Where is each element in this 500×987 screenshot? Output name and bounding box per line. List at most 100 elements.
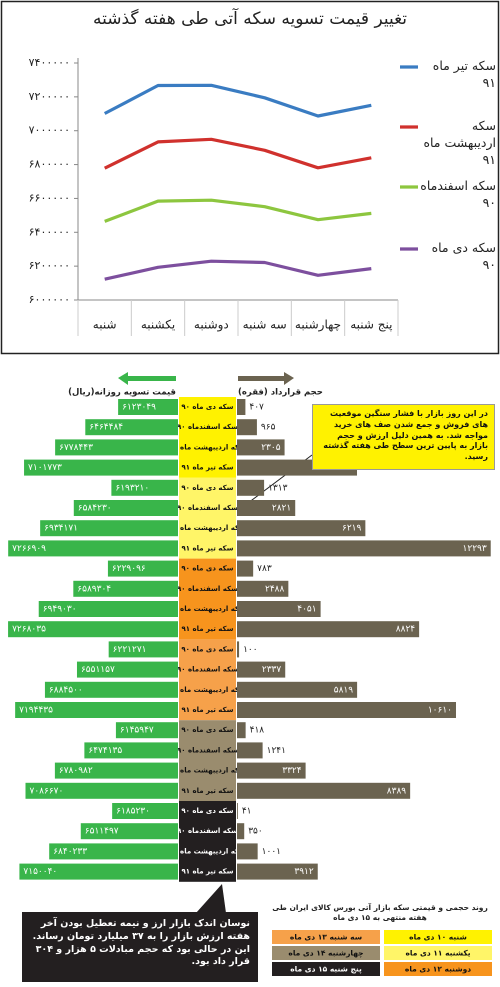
y-tick-label: ۶۲۰۰۰۰۰	[29, 259, 70, 272]
price-label: ۶۱۸۵۲۳۰	[116, 807, 150, 817]
volume-label: ۶۲۱۹	[342, 524, 362, 534]
volume-label: ۳۵۰	[248, 827, 263, 837]
price-label: ۶۸۸۴۵۰۰	[49, 685, 83, 695]
y-tick-label: ۶۸۰۰۰۰۰	[29, 158, 70, 171]
legend-swatch	[272, 930, 380, 944]
volume-bar	[237, 722, 246, 739]
price-label: ۶۲۲۹۰۹۶	[112, 564, 146, 574]
row-label: سکه تیر ماه ۹۱	[182, 787, 234, 795]
row-label: سکه دی ماه ۹۰	[181, 403, 233, 411]
price-label: ۷۲۶۸۰۳۵	[12, 625, 46, 635]
legend-label: سکه اردیبهشت ماه ۹۱	[423, 118, 496, 167]
price-bar	[55, 439, 178, 456]
row-label: سکه تیر ماه ۹۱	[182, 706, 234, 714]
x-tick-label: یکشنبه	[141, 318, 175, 332]
price-bar	[112, 803, 178, 819]
price-bar	[85, 419, 178, 436]
volume-bar	[237, 863, 318, 880]
volume-label: ۵۸۱۹	[334, 685, 354, 695]
row-label: سکه اردیبهشت ماه ۹۱	[169, 686, 246, 694]
price-bar	[76, 661, 178, 678]
right-arrow	[238, 372, 294, 385]
row-label: سکه اردیبهشت ماه ۹۱	[169, 847, 246, 855]
volume-label: ۴۱۸	[250, 726, 265, 736]
price-label: ۶۹۳۴۱۷۱	[44, 524, 78, 534]
row-label: سکه دی ماه ۹۰	[181, 645, 233, 653]
row-label: سکه اسفندماه ۹۰	[177, 827, 238, 835]
price-bar	[15, 702, 179, 718]
x-tick-label: چهارشنبه	[295, 318, 341, 333]
volume-label: ۲۴۸۸	[265, 584, 285, 594]
volume-label: ۱۲۴۱	[267, 746, 286, 756]
volume-bar	[237, 439, 285, 456]
volume-label: ۳۹۱۲	[294, 867, 314, 877]
line-series	[104, 259, 372, 281]
row-label: سکه اسفندماه ۹۰	[177, 423, 238, 431]
row-label: سکه تیر ماه ۹۱	[182, 464, 234, 472]
left-arrow	[118, 372, 176, 385]
price-label: ۶۱۴۵۹۴۷	[120, 726, 154, 736]
row-label: سکه اسفندماه ۹۰	[177, 746, 238, 754]
price-label: ۷۱۰۱۷۷۳	[28, 463, 62, 473]
volume-bar	[237, 782, 411, 799]
chart-title: تغییر قیمت تسویه سکه آتی طی هفته گذشته	[93, 7, 407, 29]
volume-bar	[237, 419, 257, 436]
price-label: ۶۵۵۱۱۵۷	[81, 665, 115, 675]
volume-label: ۱۰۰۱	[262, 847, 281, 857]
volume-bar	[237, 560, 254, 577]
volume-bar	[237, 520, 366, 537]
price-bar	[107, 560, 178, 577]
legend-label: یکشنبه ۱۱ دی ماه	[405, 949, 470, 958]
row-label: سکه اسفندماه ۹۰	[177, 666, 238, 674]
legend-label: پنج شنبه ۱۵ دی ماه	[290, 965, 362, 974]
price-bar	[115, 722, 178, 739]
annotation-pointer	[196, 884, 226, 913]
price-bar	[108, 641, 178, 658]
volume-bar	[237, 641, 240, 658]
legend-label: سه شنبه ۱۳ دی ماه	[290, 933, 362, 942]
volume-label: ۷۸۳	[257, 564, 272, 574]
volume-label: ۲۳۳۷	[262, 665, 282, 675]
volume-bar	[237, 580, 289, 597]
x-tick-label: شنبه	[93, 318, 117, 332]
volume-bar	[237, 702, 456, 718]
price-bar	[111, 479, 178, 496]
price-bar	[40, 520, 178, 537]
legend-swatch	[272, 946, 380, 960]
volume-label: ۲۸۲۱	[272, 504, 291, 514]
day-band	[179, 397, 236, 478]
row-label: سکه تیر ماه ۹۱	[182, 544, 234, 552]
row-label: سکه اردیبهشت ماه ۹۱	[169, 767, 246, 775]
day-band	[179, 720, 236, 801]
price-bar	[49, 843, 178, 860]
y-tick-label: ۷۲۰۰۰۰۰	[29, 90, 70, 103]
volume-label: ۴۰۵۱	[297, 605, 316, 615]
day-band	[179, 477, 236, 559]
price-label: ۶۸۴۰۲۳۳	[53, 847, 87, 857]
line-series	[103, 83, 372, 118]
legend-label: دوشنبه ۱۲ دی ماه	[405, 965, 471, 974]
x-tick-label: دوشنبه	[194, 318, 229, 333]
price-label: ۶۵۸۴۲۳۰	[78, 504, 112, 514]
price-bar	[38, 601, 178, 617]
price-label: ۶۱۲۳۰۴۹	[122, 403, 156, 413]
legend-swatch	[272, 962, 380, 976]
volume-bar	[237, 762, 306, 779]
volume-label: ۱۰۰	[243, 645, 258, 655]
line-series	[104, 198, 372, 223]
annotation: نوسان اندک بازار ارز و نیمه تعطیل بودن آ…	[22, 912, 258, 982]
price-label: ۶۷۷۸۴۴۳	[59, 443, 93, 453]
row-label: سکه اسفندماه ۹۰	[177, 585, 238, 593]
volume-bar	[237, 661, 286, 678]
volume-label: ۴۰۷	[249, 403, 264, 413]
volume-label: ۱۰۶۱۰	[428, 706, 452, 716]
price-bar	[19, 863, 178, 880]
line-series	[103, 137, 372, 170]
row-label: سکه اردیبهشت ماه ۹۱	[169, 443, 246, 451]
annotation: در این روز بازار با فشار سنگین موقعیت ها…	[312, 404, 495, 470]
price-label: ۶۴۷۴۱۳۵	[88, 746, 122, 756]
legend-swatch	[384, 930, 492, 944]
x-tick-label: پنج شنبه	[350, 318, 392, 332]
